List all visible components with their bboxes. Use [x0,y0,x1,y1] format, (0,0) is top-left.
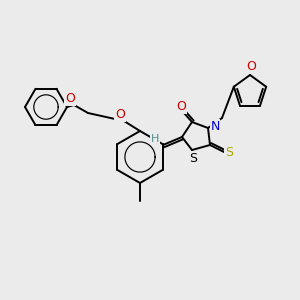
Text: O: O [115,109,125,122]
Text: O: O [65,92,75,106]
Text: O: O [176,100,186,113]
Text: S: S [225,146,233,160]
Text: N: N [210,119,220,133]
Text: O: O [246,61,256,74]
Text: S: S [189,152,197,164]
Text: H: H [151,134,159,144]
